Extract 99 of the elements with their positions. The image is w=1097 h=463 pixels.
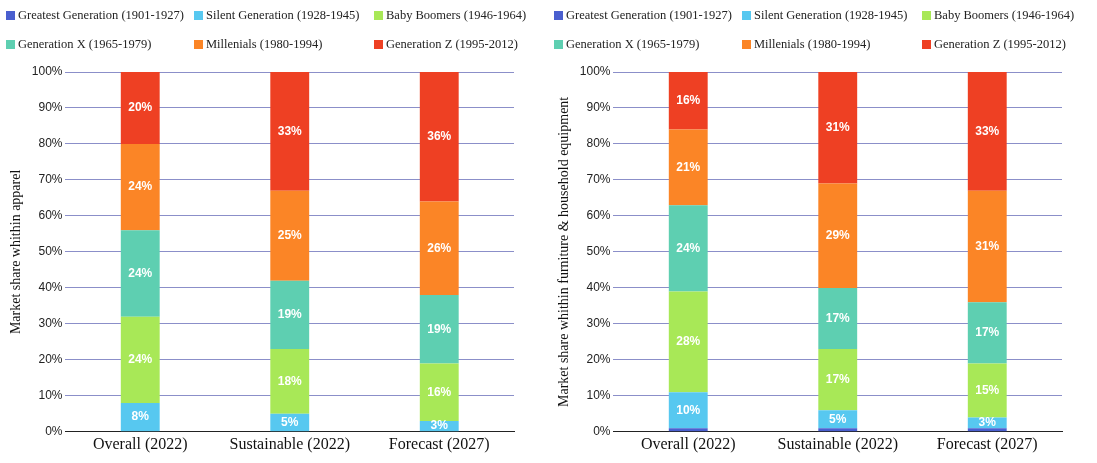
x-tick-label: Forecast (2027) — [388, 434, 490, 453]
legend-label: Baby Boomers (1946-1964) — [386, 8, 527, 23]
data-label: 16% — [427, 384, 452, 399]
data-label: 15% — [975, 382, 1000, 397]
data-label: 31% — [975, 238, 1000, 253]
data-label: 31% — [825, 120, 851, 135]
y-tick-label: 90% — [38, 100, 63, 115]
x-tick-label: Forecast (2027) — [936, 434, 1038, 453]
y-tick-label: 0% — [593, 424, 611, 439]
y-tick-label: 30% — [586, 316, 611, 331]
bar — [967, 302, 1007, 364]
data-label: 10% — [676, 402, 701, 417]
bar — [419, 363, 459, 422]
data-label: 16% — [676, 93, 701, 108]
bar — [270, 349, 310, 414]
x-tick-label: Overall (2022) — [640, 434, 736, 453]
bar — [120, 72, 160, 144]
data-label: 19% — [427, 321, 452, 336]
legend-label: Baby Boomers (1946-1964) — [934, 8, 1075, 23]
legend-label: Silent Generation (1928-1945) — [754, 8, 908, 23]
y-tick-label: 70% — [586, 172, 611, 187]
bar — [120, 316, 160, 404]
bar — [967, 190, 1007, 303]
bar — [668, 129, 708, 206]
legend-label: Millenials (1980-1994) — [206, 37, 323, 52]
x-tick-label: Sustainable (2022) — [229, 434, 350, 453]
y-tick-label: 20% — [38, 352, 63, 367]
bar — [120, 143, 160, 231]
y-tick-label: 50% — [38, 244, 63, 259]
y-tick-label: 40% — [38, 280, 63, 295]
bar — [120, 230, 160, 317]
bar — [668, 72, 708, 130]
data-label: 36% — [427, 129, 452, 144]
y-tick-label: 100% — [31, 64, 63, 79]
data-label: 8% — [131, 409, 150, 424]
data-label: 24% — [128, 352, 153, 367]
data-label: 18% — [277, 373, 303, 388]
bar — [818, 183, 858, 288]
y-tick-label: 70% — [38, 172, 63, 187]
data-label: 24% — [676, 240, 701, 255]
bar — [668, 205, 708, 292]
x-tick-label: Sustainable (2022) — [777, 434, 898, 453]
data-label: 25% — [277, 228, 303, 243]
data-label: 24% — [128, 179, 153, 194]
y-tick-label: 90% — [586, 100, 611, 115]
y-tick-label: 60% — [38, 208, 63, 223]
bar — [419, 72, 459, 202]
legend-label: Generation Z (1995-2012) — [934, 37, 1066, 52]
y-tick-label: 80% — [38, 136, 63, 151]
y-tick-label: 0% — [45, 424, 63, 439]
data-label: 26% — [427, 240, 452, 255]
legend-label: Generation X (1965-1979) — [566, 37, 700, 52]
data-label: 19% — [277, 307, 303, 322]
y-tick-label: 80% — [586, 136, 611, 151]
data-label: 17% — [825, 310, 851, 325]
data-label: 17% — [975, 325, 1000, 340]
data-label: 17% — [825, 371, 851, 386]
bar — [419, 201, 459, 296]
bar — [270, 280, 310, 350]
bar — [818, 428, 858, 432]
y-tick-label: 50% — [586, 244, 611, 259]
data-label: 29% — [825, 228, 851, 243]
bar — [967, 72, 1007, 191]
y-tick-label: 30% — [38, 316, 63, 331]
data-label: 28% — [676, 334, 701, 349]
bar — [419, 295, 459, 364]
legend-label: Millenials (1980-1994) — [754, 37, 871, 52]
data-label: 21% — [676, 159, 701, 174]
bar — [818, 349, 858, 411]
y-tick-label: 10% — [586, 388, 611, 403]
bar — [818, 72, 858, 184]
legend-label: Greatest Generation (1901-1927) — [566, 8, 732, 23]
legend-label: Generation Z (1995-2012) — [386, 37, 518, 52]
y-tick-label: 40% — [586, 280, 611, 295]
legend-label: Silent Generation (1928-1945) — [206, 8, 360, 23]
bar — [967, 428, 1007, 432]
y-tick-label: 100% — [579, 64, 611, 79]
data-label: 33% — [277, 123, 303, 138]
y-tick-label: 10% — [38, 388, 63, 403]
data-label: 33% — [975, 123, 1000, 138]
y-tick-label: 20% — [586, 352, 611, 367]
data-label: 20% — [128, 100, 153, 115]
data-label: 5% — [829, 411, 847, 426]
bar — [967, 363, 1007, 418]
data-label: 24% — [128, 265, 153, 280]
bar — [668, 291, 708, 393]
data-label: 5% — [281, 414, 299, 429]
y-axis-title: Market share whithin apparel — [8, 169, 24, 335]
data-label: 3% — [978, 415, 997, 430]
y-tick-label: 60% — [586, 208, 611, 223]
bar — [270, 190, 310, 281]
data-label: 3% — [430, 418, 449, 433]
bar — [818, 287, 858, 350]
x-tick-label: Overall (2022) — [92, 434, 188, 453]
bar — [668, 428, 708, 432]
legend-label: Generation X (1965-1979) — [18, 37, 152, 52]
legend-label: Greatest Generation (1901-1927) — [18, 8, 184, 23]
bar — [270, 72, 310, 191]
y-axis-title: Market share whithin furniture & household equipment — [556, 96, 572, 408]
